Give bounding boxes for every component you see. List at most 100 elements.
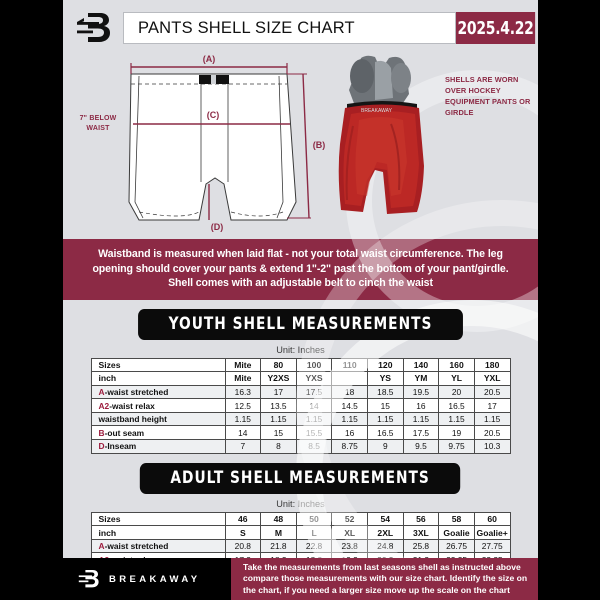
table-cell: 100 bbox=[295, 357, 333, 373]
table-row: A-waist stretched 16.3 17 17.5 18 18.5 19.5 20 2… bbox=[90, 384, 511, 400]
row-label: Sizes bbox=[90, 511, 226, 527]
youth-banner-wrap: YOUTH SHELL MEASUREMENTS bbox=[63, 308, 538, 340]
table-cell: 17 bbox=[260, 384, 297, 400]
table-cell: 46 bbox=[224, 511, 262, 527]
table-cell: 16 bbox=[402, 398, 440, 413]
table-cell: 15 bbox=[367, 398, 404, 413]
table-cell: 24.8 bbox=[367, 538, 404, 554]
table-cell: 22.8 bbox=[295, 538, 333, 554]
table-cell: 1.15 bbox=[260, 411, 297, 427]
page-title-bar: PANTS SHELL SIZE CHART bbox=[123, 12, 456, 44]
adult-unit-label: Unit: Inches bbox=[276, 498, 325, 509]
table-cell: 14 bbox=[295, 398, 333, 413]
table-cell: 17.5 bbox=[295, 384, 333, 400]
table-cell: 9.5 bbox=[402, 439, 440, 454]
row-label: inch bbox=[90, 371, 226, 386]
table-cell: 12.5 bbox=[224, 398, 262, 413]
table-cell: 1.15 bbox=[473, 411, 511, 427]
table-row: A2-waist relax 12.5 13.5 14 14.5 15 16 16.5 17 bbox=[90, 398, 511, 413]
row-label-prefix: B bbox=[98, 427, 105, 438]
page-header: PANTS SHELL SIZE CHART 2025.4.22 bbox=[63, 8, 538, 48]
table-cell: 3XL bbox=[402, 525, 440, 540]
table-cell: 16.5 bbox=[438, 398, 475, 413]
table-cell: 20.5 bbox=[473, 425, 511, 441]
table-cell: 1.15 bbox=[224, 411, 262, 427]
youth-measurements-table: Sizes Mite 80 100 110 120 140 160 180 inch Mite Y2X… bbox=[90, 357, 511, 454]
table-row: A-waist stretched 20.8 21.8 22.8 23.8 24.8 25.… bbox=[90, 538, 511, 554]
table-cell: 16 bbox=[331, 425, 368, 441]
table-cell: 9 bbox=[367, 439, 404, 454]
table-cell: 140 bbox=[402, 357, 440, 373]
adult-section-banner: ADULT SHELL MEASUREMENTS bbox=[140, 462, 461, 494]
table-cell: 8.5 bbox=[295, 439, 333, 454]
table-cell: 18 bbox=[331, 384, 368, 400]
table-cell: 14.5 bbox=[331, 398, 368, 413]
table-cell: Y2XS bbox=[260, 371, 297, 386]
youth-unit-label: Unit: Inches bbox=[276, 344, 325, 355]
table-cell: 1.15 bbox=[331, 411, 368, 427]
footer-brand: BREAKAWAY bbox=[63, 558, 231, 600]
table-cell: 60 bbox=[473, 511, 511, 527]
table-cell: 20.5 bbox=[473, 384, 511, 400]
table-cell: 17.5 bbox=[402, 425, 440, 441]
table-cell: 15 bbox=[260, 425, 297, 441]
row-label-prefix: A2 bbox=[98, 400, 110, 411]
date-badge-wrap: 2025.4.22 bbox=[456, 12, 538, 44]
measurement-note: Waistband is measured when laid flat - n… bbox=[63, 239, 538, 300]
table-cell: 27.75 bbox=[473, 538, 511, 554]
table-cell: YS bbox=[367, 371, 404, 386]
row-label: inch bbox=[90, 525, 226, 540]
table-cell: 1.15 bbox=[367, 411, 404, 427]
adult-banner-wrap: ADULT SHELL MEASUREMENTS bbox=[63, 462, 538, 494]
table-cell: 26.75 bbox=[438, 538, 475, 554]
table-cell: 54 bbox=[367, 511, 404, 527]
row-label: A2-waist relax bbox=[90, 398, 226, 413]
table-cell: 18.5 bbox=[367, 384, 404, 400]
table-cell: YM bbox=[402, 371, 440, 386]
table-cell: 7 bbox=[224, 439, 262, 454]
table-cell: 19.5 bbox=[402, 384, 440, 400]
table-cell: 8 bbox=[260, 439, 297, 454]
table-cell: 10.3 bbox=[473, 439, 511, 454]
table-cell: 23.8 bbox=[331, 538, 368, 554]
table-cell: M bbox=[260, 525, 297, 540]
page-title: PANTS SHELL SIZE CHART bbox=[138, 18, 355, 37]
svg-text:(D): (D) bbox=[211, 222, 224, 232]
table-cell: 25.8 bbox=[402, 538, 440, 554]
table-cell: Mite bbox=[224, 357, 262, 373]
table-cell: L bbox=[295, 525, 333, 540]
table-cell bbox=[331, 371, 368, 386]
table-row: Sizes 46 48 50 52 54 56 58 60 bbox=[90, 511, 511, 527]
table-row: D-Inseam 7 8 8.5 8.75 9 9.5 9.75 10.3 bbox=[90, 439, 511, 454]
youth-section-banner: YOUTH SHELL MEASUREMENTS bbox=[138, 308, 463, 340]
table-cell: 16.3 bbox=[224, 384, 262, 400]
table-row: Sizes Mite 80 100 110 120 140 160 180 bbox=[90, 357, 511, 373]
row-label-prefix: A bbox=[98, 386, 105, 397]
table-cell: 19 bbox=[438, 425, 475, 441]
table-cell: S bbox=[224, 525, 262, 540]
table-cell: 56 bbox=[402, 511, 440, 527]
date-badge: 2025.4.22 bbox=[456, 12, 536, 44]
row-label: Sizes bbox=[90, 357, 226, 373]
table-cell: Goalie bbox=[438, 525, 475, 540]
table-cell: 58 bbox=[438, 511, 475, 527]
table-cell: 15.5 bbox=[295, 425, 333, 441]
table-cell: 20.8 bbox=[224, 538, 262, 554]
page-footer: BREAKAWAY Take the measurements from las… bbox=[63, 558, 538, 600]
size-chart-page: PANTS SHELL SIZE CHART 2025.4.22 7" BELO… bbox=[63, 0, 538, 600]
table-cell: 48 bbox=[260, 511, 297, 527]
breakaway-b-monogram-icon bbox=[78, 570, 99, 588]
table-cell: 110 bbox=[331, 357, 368, 373]
table-cell: 14 bbox=[224, 425, 262, 441]
svg-text:(B): (B) bbox=[313, 140, 326, 150]
table-cell: 52 bbox=[331, 511, 368, 527]
table-cell: 160 bbox=[438, 357, 475, 373]
table-cell: 80 bbox=[260, 357, 297, 373]
table-cell: 120 bbox=[367, 357, 404, 373]
table-cell: 2XL bbox=[367, 525, 404, 540]
table-cell: 21.8 bbox=[260, 538, 297, 554]
row-label-prefix: D bbox=[98, 441, 105, 452]
table-cell: 9.75 bbox=[438, 439, 475, 454]
row-label: B-out seam bbox=[90, 425, 226, 441]
